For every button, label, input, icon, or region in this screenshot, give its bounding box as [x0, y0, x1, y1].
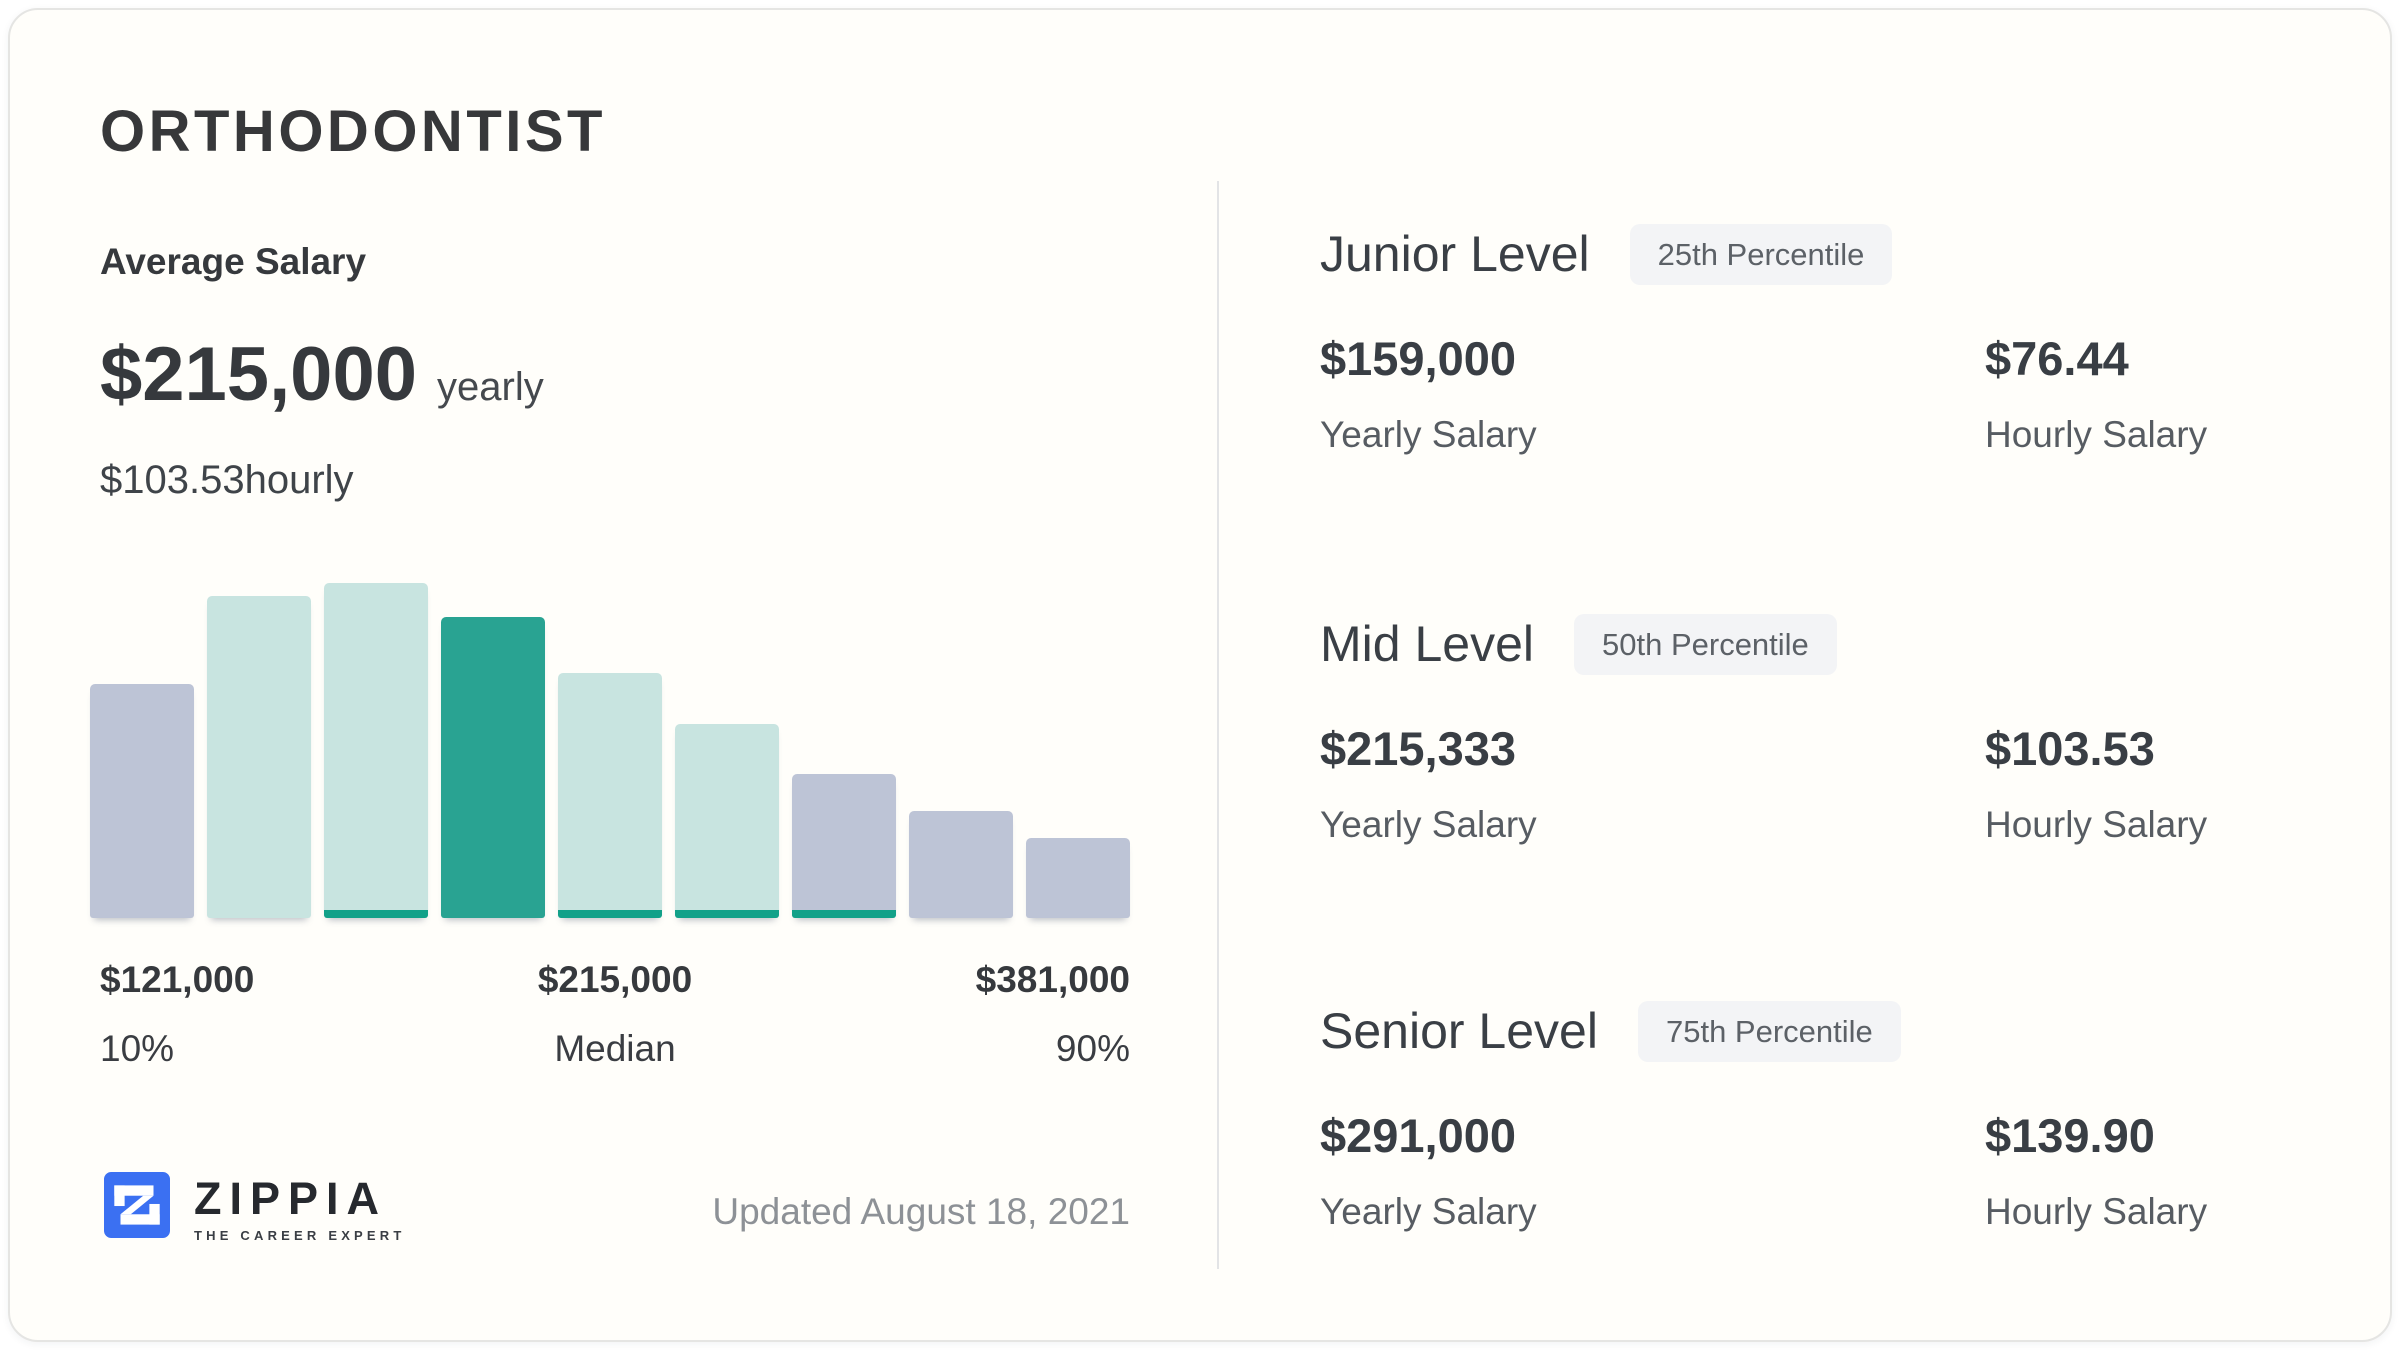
average-salary-heading: Average Salary [100, 241, 367, 282]
histogram-axis-labels: $121,000 10% $215,000 Median $381,000 90… [100, 958, 1130, 1071]
histogram-bar-strip [324, 910, 428, 918]
histogram-bar [207, 596, 311, 918]
percentile-badge: 75th Percentile [1637, 1001, 1901, 1062]
brand-name: ZIPPIA [194, 1173, 388, 1224]
yearly-salary-col: $215,333 Yearly Salary [1320, 721, 1537, 847]
histogram-bar [90, 683, 194, 918]
yearly-salary-label: Yearly Salary [1320, 1191, 1537, 1232]
level-header: Junior Level 25th Percentile [1320, 222, 2330, 287]
histogram-bar-strip [558, 910, 662, 918]
level-values: $291,000 Yearly Salary $139.90 Hourly Sa… [1320, 1108, 2330, 1248]
zippia-logo-icon [104, 1172, 170, 1238]
level-name: Junior Level [1320, 226, 1590, 282]
average-hourly-value: $103.53 [100, 458, 245, 502]
page-title: ORTHODONTIST [100, 99, 606, 164]
histogram-bar [324, 583, 428, 918]
average-hourly-row: $103.53hourly [100, 456, 354, 504]
vertical-divider [1217, 181, 1219, 1269]
level-name: Senior Level [1320, 1003, 1598, 1059]
yearly-salary-value: $291,000 [1320, 1109, 1517, 1162]
yearly-salary-label: Yearly Salary [1320, 804, 1537, 845]
hourly-salary-label: Hourly Salary [1985, 1191, 2208, 1232]
brand-tagline: THE CAREER EXPERT [194, 1228, 406, 1243]
axis-sublabel: 90% [1055, 1028, 1130, 1069]
salary-card: ORTHODONTIST Average Salary $215,000 yea… [8, 8, 2392, 1342]
average-yearly-row: $215,000 yearly [100, 334, 544, 416]
level-section-junior: Junior Level 25th Percentile $159,000 Ye… [1320, 222, 2330, 471]
histogram-bar [1026, 837, 1130, 918]
hourly-salary-col: $103.53 Hourly Salary [1985, 721, 2207, 847]
histogram-bar [441, 616, 545, 918]
histogram-bar [558, 673, 662, 918]
histogram-bar [909, 810, 1013, 918]
hourly-salary-col: $139.90 Hourly Salary [1985, 1108, 2207, 1234]
yearly-salary-value: $215,333 [1320, 722, 1517, 775]
zippia-brand-block: ZIPPIA THE CAREER EXPERT [194, 1176, 406, 1243]
yearly-salary-value: $159,000 [1320, 332, 1517, 385]
updated-date: Updated August 18, 2021 [712, 1191, 1130, 1232]
hourly-salary-value: $76.44 [1985, 332, 2129, 385]
histogram-bar-strip [675, 910, 779, 918]
histogram-bar-strip [792, 910, 896, 918]
level-values: $215,333 Yearly Salary $103.53 Hourly Sa… [1320, 721, 2330, 861]
axis-value: $215,000 [537, 959, 693, 1000]
yearly-salary-label: Yearly Salary [1320, 414, 1537, 455]
hourly-salary-label: Hourly Salary [1985, 414, 2208, 455]
salary-histogram [90, 583, 1130, 918]
average-yearly-value: $215,000 [100, 332, 417, 417]
histogram-bar [675, 723, 779, 918]
level-values: $159,000 Yearly Salary $76.44 Hourly Sal… [1320, 331, 2330, 471]
axis-label-10th-percentile: $121,000 10% [100, 958, 254, 1071]
level-section-senior: Senior Level 75th Percentile $291,000 Ye… [1320, 999, 2330, 1248]
hourly-salary-value: $103.53 [1985, 722, 2155, 775]
hourly-salary-col: $76.44 Hourly Salary [1985, 331, 2207, 457]
level-name: Mid Level [1320, 616, 1534, 672]
yearly-salary-col: $291,000 Yearly Salary [1320, 1108, 1537, 1234]
histogram-bar [792, 773, 896, 918]
hourly-salary-label: Hourly Salary [1985, 804, 2208, 845]
percentile-badge: 50th Percentile [1574, 614, 1837, 675]
average-yearly-unit: yearly [437, 365, 544, 409]
level-section-mid: Mid Level 50th Percentile $215,333 Yearl… [1320, 612, 2330, 861]
axis-sublabel: Median [554, 1028, 676, 1069]
axis-sublabel: 10% [100, 1028, 175, 1069]
axis-value: $121,000 [100, 959, 255, 1000]
axis-value: $381,000 [975, 959, 1130, 1000]
average-hourly-unit: hourly [244, 458, 354, 502]
yearly-salary-col: $159,000 Yearly Salary [1320, 331, 1537, 457]
axis-label-90th-percentile: $381,000 90% [976, 958, 1130, 1071]
percentile-badge: 25th Percentile [1629, 224, 1893, 285]
hourly-salary-value: $139.90 [1985, 1109, 2155, 1162]
level-header: Senior Level 75th Percentile [1320, 999, 2330, 1064]
level-header: Mid Level 50th Percentile [1320, 612, 2330, 677]
axis-label-median: $215,000 Median [538, 958, 692, 1071]
